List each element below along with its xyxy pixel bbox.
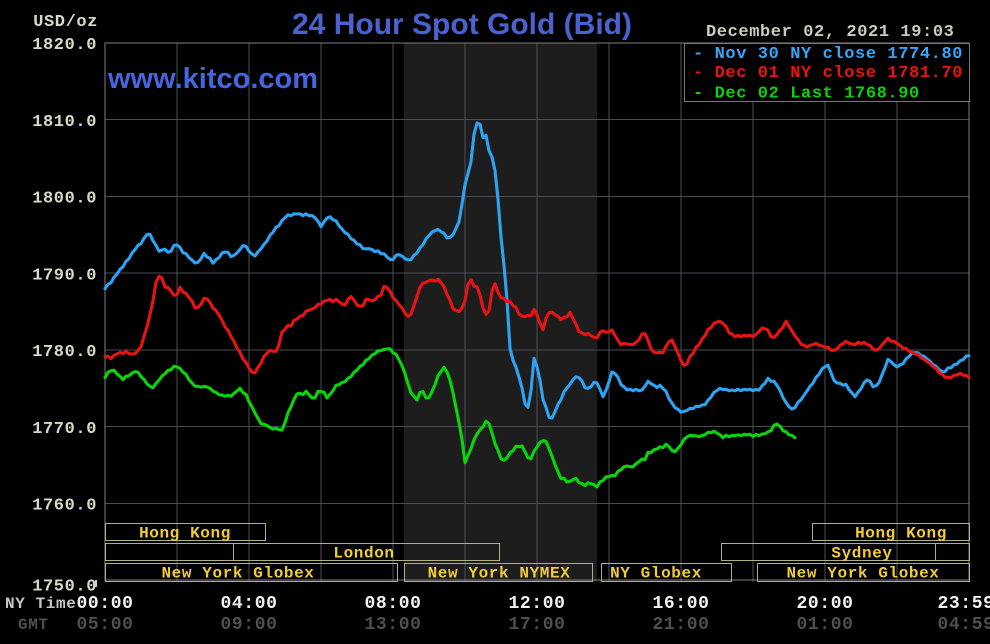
svg-text:1790.0: 1790.0: [32, 266, 97, 285]
svg-text:00:00: 00:00: [76, 594, 133, 614]
svg-text:New York Globex: New York Globex: [161, 565, 314, 583]
svg-text:NY Time: NY Time: [5, 595, 76, 613]
svg-text:NY Globex: NY Globex: [610, 565, 702, 583]
svg-text:GMT: GMT: [18, 616, 49, 634]
svg-text:New York Globex: New York Globex: [786, 565, 939, 583]
svg-text:12:00: 12:00: [508, 594, 565, 614]
svg-text:- Dec 01 NY close 1781.70: - Dec 01 NY close 1781.70: [693, 64, 963, 83]
svg-text:16:00: 16:00: [652, 594, 709, 614]
svg-text:- Nov 30 NY close 1774.80: - Nov 30 NY close 1774.80: [693, 45, 963, 64]
svg-text:USD/oz: USD/oz: [33, 13, 98, 32]
svg-text:17:00: 17:00: [508, 615, 565, 635]
svg-text:- Dec 02 Last 1768.90: - Dec 02 Last 1768.90: [693, 85, 920, 104]
svg-text:December 02, 2021 19:03: December 02, 2021 19:03: [706, 23, 954, 42]
svg-text:13:00: 13:00: [364, 615, 421, 635]
svg-text:1810.0: 1810.0: [32, 113, 97, 132]
svg-text:Hong Kong: Hong Kong: [855, 525, 947, 543]
svg-text:Sydney: Sydney: [831, 545, 892, 563]
svg-text:08:00: 08:00: [364, 594, 421, 614]
svg-text:01:00: 01:00: [796, 615, 853, 635]
svg-text:1820.0: 1820.0: [32, 36, 97, 55]
svg-text:04:59: 04:59: [937, 615, 990, 635]
svg-text:New York NYMEX: New York NYMEX: [428, 565, 571, 583]
svg-text:09:00: 09:00: [220, 615, 277, 635]
svg-text:20:00: 20:00: [796, 594, 853, 614]
svg-text:London: London: [333, 545, 394, 563]
svg-text:1760.0: 1760.0: [32, 497, 97, 516]
svg-text:Hong Kong: Hong Kong: [139, 525, 231, 543]
svg-text:21:00: 21:00: [652, 615, 709, 635]
svg-text:23:59: 23:59: [937, 594, 990, 614]
svg-text:04:00: 04:00: [220, 594, 277, 614]
svg-text:05:00: 05:00: [76, 615, 133, 635]
svg-text:1800.0: 1800.0: [32, 190, 97, 209]
svg-text:1750.0: 1750.0: [32, 578, 97, 597]
svg-text:24 Hour Spot Gold (Bid): 24 Hour Spot Gold (Bid): [292, 8, 632, 41]
svg-text:www.kitco.com: www.kitco.com: [107, 63, 318, 95]
svg-text:1780.0: 1780.0: [32, 343, 97, 362]
svg-text:1770.0: 1770.0: [32, 420, 97, 439]
